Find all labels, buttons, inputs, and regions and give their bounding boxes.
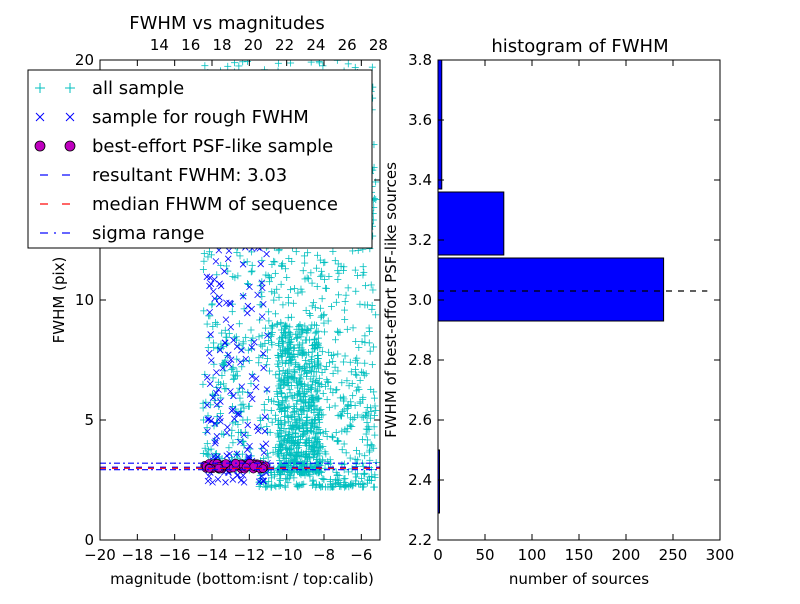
right-y-tick-label: 3.2	[408, 231, 432, 249]
left-top-tick-label: 18	[212, 36, 231, 54]
right-x-tick-label: 200	[612, 546, 641, 564]
legend-label: all sample	[92, 78, 184, 99]
left-y-axis-label: FWHM (pix)	[50, 257, 68, 344]
legend: all sample sample for rough FWHM best-effo…	[28, 70, 372, 248]
right-y-tick-label: 3.0	[408, 291, 432, 309]
left-x-axis-label: magnitude (bottom:isnt / top:calib)	[110, 570, 374, 588]
right-chart-title: histogram of FWHM	[491, 36, 668, 57]
left-x-tick-label: −14	[196, 546, 228, 564]
right-x-tick-label: 100	[518, 546, 547, 564]
left-panel: −20−18−16−14−12−10−8−6 05101520 14161820…	[28, 13, 388, 588]
legend-marker	[65, 141, 75, 151]
legend-label: best-effort PSF-like sample	[92, 136, 333, 157]
right-x-tick-label: 150	[565, 546, 594, 564]
right-y-tick-label: 2.6	[408, 411, 432, 429]
right-y-tick-label: 2.4	[408, 471, 432, 489]
left-y-tick-label: 10	[75, 291, 94, 309]
left-top-tick-label: 16	[181, 36, 200, 54]
legend-label: sample for rough FWHM	[92, 107, 309, 128]
legend-label: resultant FWHM: 3.03	[92, 165, 287, 186]
left-top-tick-label: 14	[150, 36, 169, 54]
left-y-tick-label: 20	[75, 51, 94, 69]
legend-label: sigma range	[92, 223, 204, 244]
left-y-tick-label: 5	[84, 411, 94, 429]
left-top-ticks: 14 16 18 20 22 24 26 28	[150, 36, 388, 54]
legend-marker	[35, 141, 45, 151]
right-y-tick-label: 3.4	[408, 171, 432, 189]
left-x-tick-label: −16	[159, 546, 191, 564]
right-x-tick-label: 300	[706, 546, 735, 564]
right-x-axis-label: number of sources	[509, 570, 649, 588]
left-top-tick-label: 26	[338, 36, 357, 54]
histogram-bar	[438, 60, 442, 189]
left-x-tick-label: −10	[271, 546, 303, 564]
right-y-tick-label: 2.8	[408, 351, 432, 369]
histogram-bar	[438, 258, 664, 321]
right-x-tick-label: 250	[659, 546, 688, 564]
left-x-tick-label: −6	[350, 546, 372, 564]
histogram-bar	[438, 192, 504, 255]
left-x-tick-label: −8	[313, 546, 335, 564]
left-top-tick-label: 24	[306, 36, 325, 54]
left-top-tick-label: 22	[275, 36, 294, 54]
left-top-tick-label: 20	[244, 36, 263, 54]
right-panel: 0 50 100 150 200 250 300 2.2 2.4 2.6 2.8 3.0 3.2 3.4…	[382, 36, 734, 588]
right-y-tick-label: 3.6	[408, 111, 432, 129]
legend-box	[28, 70, 372, 248]
right-x-tick-label: 0	[433, 546, 443, 564]
left-y-tick-label: 0	[84, 531, 94, 549]
right-y-tick-label: 3.8	[408, 51, 432, 69]
left-top-tick-label: 28	[369, 36, 388, 54]
right-x-tick-label: 50	[475, 546, 494, 564]
left-x-tick-label: −18	[122, 546, 154, 564]
right-y-axis-label: FWHM of best-effort PSF-like sources	[382, 162, 400, 438]
legend-label: median FHWM of sequence	[92, 194, 338, 215]
left-x-tick-label: −12	[234, 546, 266, 564]
left-chart-title: FWHM vs magnitudes	[129, 13, 324, 34]
right-y-tick-label: 2.2	[408, 531, 432, 549]
